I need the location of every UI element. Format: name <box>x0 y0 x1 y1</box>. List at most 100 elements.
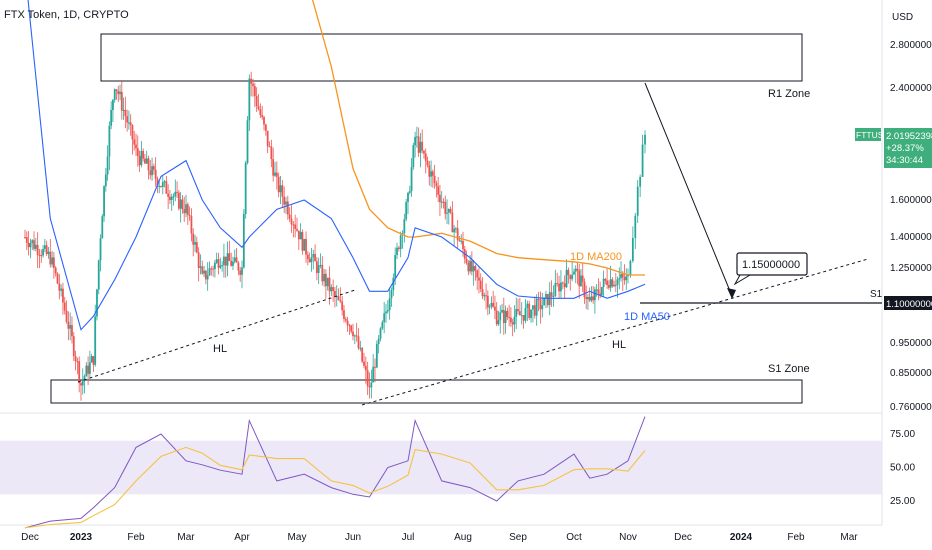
candle-body <box>352 331 354 337</box>
candle-body <box>396 247 398 256</box>
candle-body <box>587 297 589 299</box>
candle-body <box>528 303 531 318</box>
candle-body <box>62 288 64 303</box>
candle-body <box>560 282 562 292</box>
candle-body <box>110 110 113 126</box>
candle-body <box>435 183 438 187</box>
candle-body <box>88 362 91 374</box>
candle-body <box>299 231 302 240</box>
projection-arrow[interactable] <box>644 82 733 297</box>
candle-body <box>440 201 443 203</box>
candle-body <box>604 278 607 281</box>
candle-body <box>261 115 264 118</box>
candle-body <box>124 109 127 117</box>
candle-body <box>481 289 484 297</box>
candle-body <box>607 285 610 288</box>
candle-body <box>181 199 184 210</box>
candle-body <box>232 261 234 266</box>
candle-body <box>625 276 628 281</box>
candle-body <box>629 261 632 276</box>
candle-body <box>129 122 132 126</box>
candle-body <box>60 288 63 291</box>
candle-body <box>486 295 489 308</box>
candle-body <box>627 275 629 277</box>
candle-body <box>257 105 260 110</box>
candle-body <box>499 312 502 321</box>
candle-body <box>259 109 262 116</box>
candle-body <box>323 273 325 282</box>
candle-body <box>314 253 316 262</box>
candle-body <box>456 228 459 241</box>
candle-body <box>511 322 514 325</box>
candle-body <box>490 302 493 307</box>
candle-body <box>78 361 81 384</box>
candle-body <box>343 310 345 319</box>
candle-body <box>264 124 267 131</box>
candle-body <box>552 295 555 297</box>
candle-body <box>201 266 204 274</box>
candle-body <box>233 257 236 262</box>
candle-body <box>203 270 205 274</box>
candle-body <box>546 294 549 306</box>
candle-body <box>71 325 73 337</box>
candle-body <box>583 281 586 298</box>
ma200-label: 1D MA200 <box>570 251 622 263</box>
candle-body <box>370 382 373 388</box>
price-axis: 2.80000000 2.40000000 1.60000000 1.40000000… <box>890 40 932 413</box>
candle-body <box>374 366 376 368</box>
candle-body <box>206 275 209 280</box>
candle-body <box>237 262 240 271</box>
candle-body <box>399 235 402 250</box>
candle-body <box>321 264 324 282</box>
r1-zone-box[interactable] <box>100 33 803 82</box>
candle-body <box>135 144 137 149</box>
candle-body <box>97 260 100 290</box>
candle-body <box>492 302 495 307</box>
target-callout[interactable]: 1.15000000 <box>733 252 808 286</box>
candle-body <box>431 171 434 176</box>
candle-body <box>479 280 482 290</box>
candle-body <box>350 325 353 332</box>
candle-body <box>83 376 86 381</box>
symbol-badge-label: FTTUSD <box>856 130 890 140</box>
candle-body <box>170 196 173 201</box>
candle-body <box>470 260 473 272</box>
candle-body <box>160 186 162 188</box>
candle-body <box>483 295 486 297</box>
s1-zone-box[interactable] <box>50 379 803 404</box>
candle-body <box>29 242 32 248</box>
candle-body <box>76 361 79 363</box>
candle-body <box>458 240 461 242</box>
candle-body <box>169 196 171 201</box>
price-tick-label: 0.76000000 <box>890 402 932 413</box>
candle-body <box>194 242 196 245</box>
trendline-right[interactable] <box>361 258 869 406</box>
candle-body <box>430 171 432 177</box>
candle-body <box>497 320 500 325</box>
candle-body <box>334 291 336 297</box>
candle-body <box>359 347 362 349</box>
candle-body <box>72 336 75 357</box>
candle-body <box>199 266 202 268</box>
support-badge-label: 1.10000000 <box>886 299 932 310</box>
candle-body <box>131 125 134 140</box>
change-badge-label: +28.37% <box>886 143 924 154</box>
candle-body <box>585 297 588 299</box>
candle-body <box>515 309 518 317</box>
trendline-left[interactable] <box>77 289 356 383</box>
candle-body <box>442 201 445 203</box>
rsi-tick-label: 25.00 <box>890 496 915 507</box>
candle-body <box>94 316 97 365</box>
candle-body <box>465 258 468 263</box>
candle-body <box>252 83 254 87</box>
candle-body <box>317 265 320 273</box>
candle-body <box>644 134 646 145</box>
candle-body <box>478 277 480 281</box>
candle-body <box>255 95 258 106</box>
candle-body <box>439 194 441 203</box>
candle-body <box>437 186 440 195</box>
candle-body <box>315 261 318 273</box>
candle-body <box>513 316 516 325</box>
candle-body <box>599 293 602 295</box>
